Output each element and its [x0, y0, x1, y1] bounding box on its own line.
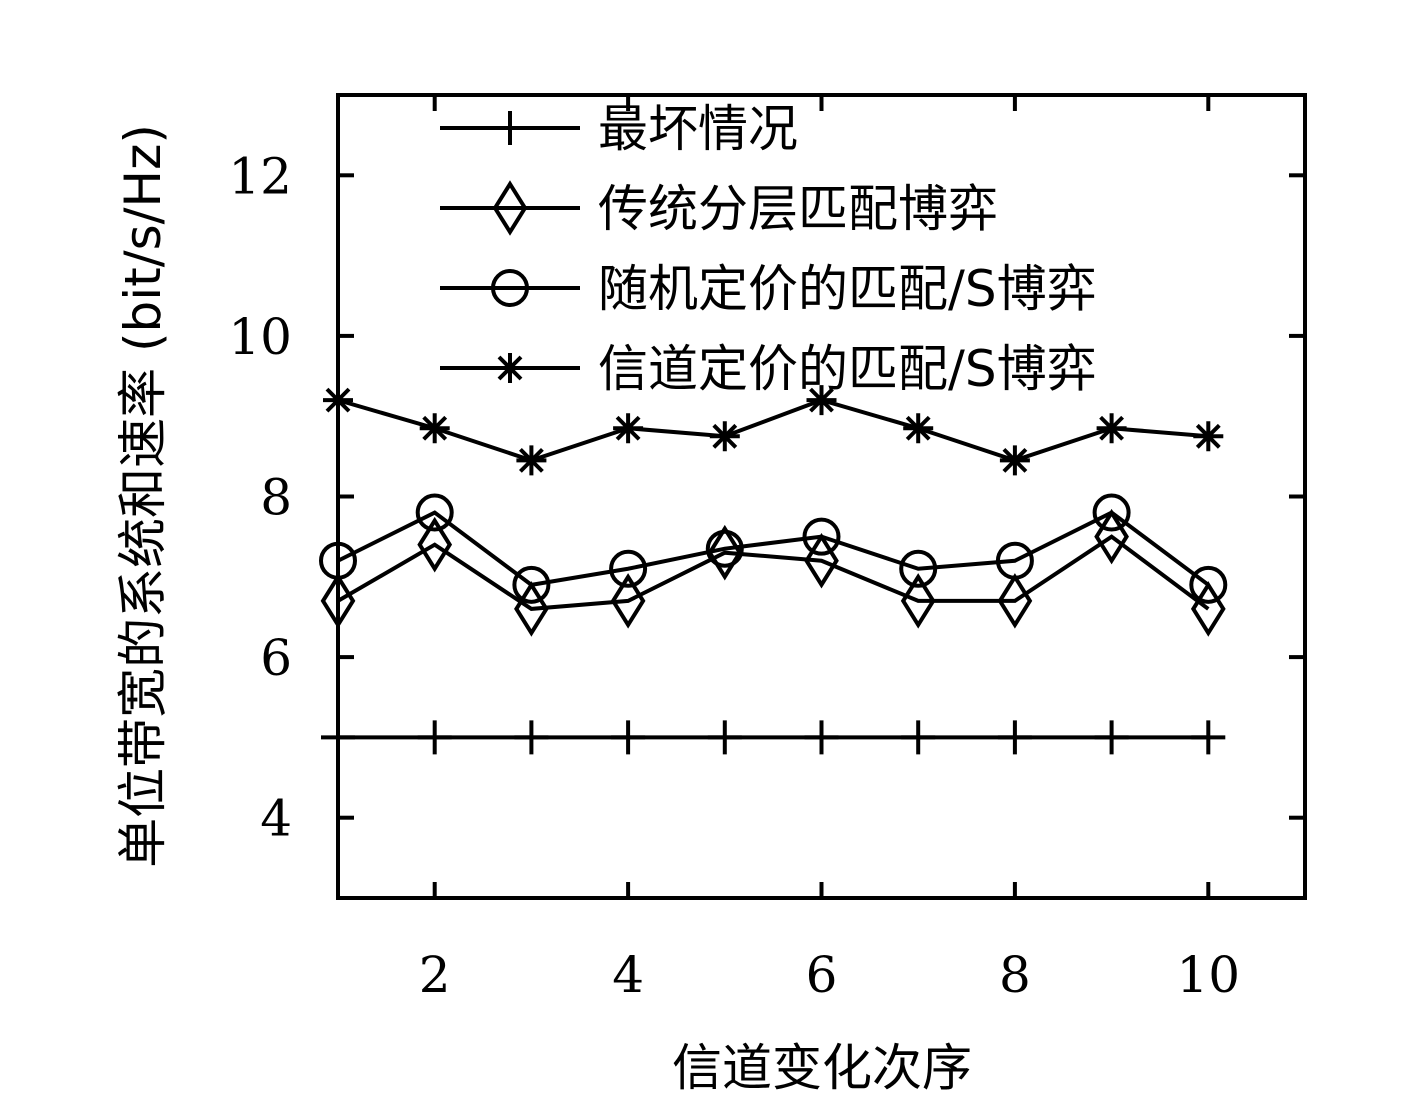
x-tick-label: 6	[806, 946, 838, 1004]
legend-entry: 信道定价的匹配/S博弈	[440, 340, 1097, 398]
y-tick-label: 4	[260, 790, 292, 848]
star-marker-icon	[495, 353, 525, 383]
data-point	[997, 573, 1033, 629]
data-point	[1191, 720, 1226, 755]
data-point	[609, 549, 648, 588]
legend-entry: 随机定价的匹配/S博弈	[440, 260, 1097, 318]
diamond-marker-icon	[492, 180, 528, 236]
series-plus	[321, 720, 1226, 755]
data-point	[512, 565, 551, 604]
data-point	[903, 413, 934, 444]
legend-entry: 传统分层匹配博弈	[440, 180, 998, 238]
data-point	[417, 720, 452, 755]
series-line	[337, 398, 1209, 463]
y-tick-label: 10	[228, 308, 292, 366]
legend-label: 信道定价的匹配/S博弈	[598, 340, 1097, 398]
legend-label: 最坏情况	[598, 100, 798, 158]
data-point	[899, 549, 938, 588]
data-point	[613, 413, 644, 444]
data-point	[611, 720, 646, 755]
data-point	[806, 385, 837, 416]
data-point	[999, 445, 1030, 476]
series-line	[337, 510, 1210, 587]
x-tick-label: 4	[612, 946, 644, 1004]
data-point	[997, 720, 1032, 755]
data-point	[516, 445, 547, 476]
data-point	[1189, 565, 1228, 604]
data-point	[415, 493, 454, 532]
data-point	[705, 529, 744, 568]
data-point	[901, 720, 936, 755]
y-tick-label: 6	[260, 629, 292, 687]
data-point	[1193, 421, 1224, 452]
data-point	[804, 720, 839, 755]
plus-marker-icon	[493, 111, 527, 145]
y-tick-label: 12	[228, 147, 292, 205]
series-line	[336, 534, 1210, 611]
series-layer	[319, 385, 1228, 755]
data-point	[417, 516, 453, 573]
data-point	[995, 541, 1034, 580]
data-point	[514, 720, 549, 755]
legend-entry: 最坏情况	[440, 100, 798, 158]
data-point	[419, 413, 450, 444]
data-point	[802, 517, 841, 556]
circle-marker-icon	[491, 269, 529, 307]
legend-label: 传统分层匹配博弈	[598, 180, 998, 238]
data-point	[1094, 720, 1129, 755]
y-tick-label: 8	[260, 469, 292, 527]
x-tick-label: 2	[419, 946, 451, 1004]
y-axis-title: 单位带宽的系统和速率 (bit/s/Hz)	[114, 124, 172, 868]
data-point	[1096, 413, 1127, 444]
legend-label: 随机定价的匹配/S博弈	[598, 260, 1097, 318]
series-star	[323, 385, 1224, 476]
data-point	[610, 573, 646, 629]
x-tick-label: 8	[999, 946, 1031, 1004]
data-point	[707, 720, 742, 755]
series-circle	[319, 493, 1228, 604]
axes-layer: 2 4 6 8 10 4 6 8 10 12	[228, 93, 1307, 1004]
data-point	[900, 573, 936, 629]
data-point	[709, 421, 740, 452]
data-point	[1092, 493, 1131, 532]
x-tick-label: 10	[1176, 946, 1240, 1004]
x-axis-title: 信道变化次序	[672, 1039, 972, 1097]
data-point	[707, 524, 743, 581]
